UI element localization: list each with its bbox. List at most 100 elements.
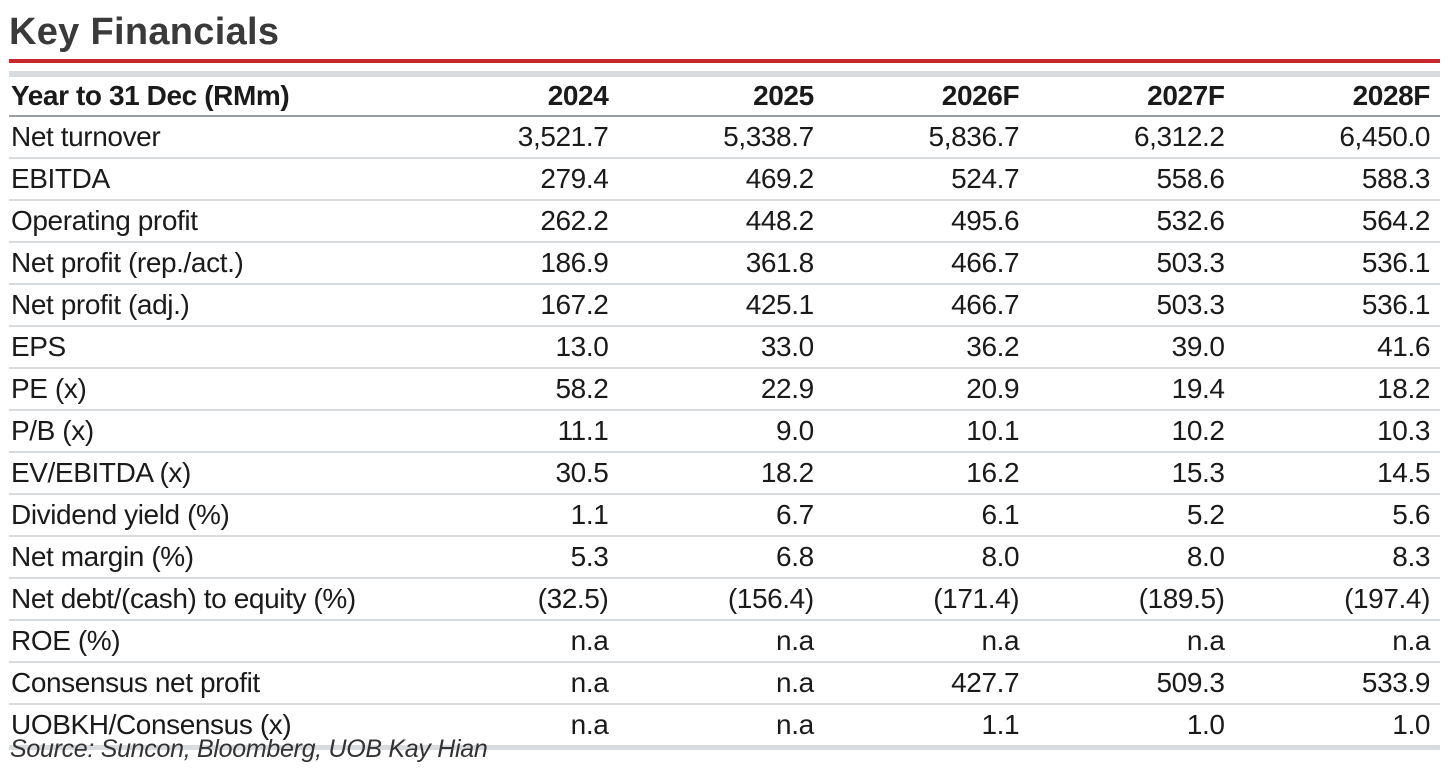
row-value: 8.0 (1029, 536, 1235, 579)
row-value: 1.0 (1234, 704, 1440, 750)
row-label: Net profit (rep./act.) (9, 242, 413, 285)
row-value: 8.3 (1234, 536, 1440, 579)
row-value: 15.3 (1029, 452, 1235, 495)
table-row: Net debt/(cash) to equity (%) (32.5) (156.… (9, 578, 1440, 621)
table-row: Net turnover 3,521.7 5,338.7 5,836.7 6,312.2… (9, 116, 1440, 159)
table-row: ROE (%) n.a n.a n.a n.a n.a (9, 620, 1440, 663)
table-row: Net profit (adj.) 167.2 425.1 466.7 503.3 536… (9, 284, 1440, 327)
row-value: 469.2 (618, 158, 824, 201)
row-label: EPS (9, 326, 413, 369)
row-value: 6,312.2 (1029, 116, 1235, 159)
row-value: n.a (1234, 620, 1440, 663)
row-value: 18.2 (1234, 368, 1440, 411)
header-period-label: Year to 31 Dec (RMm) (9, 77, 413, 117)
row-value: n.a (1029, 620, 1235, 663)
row-label: EV/EBITDA (x) (9, 452, 413, 495)
row-value: 3,521.7 (413, 116, 619, 159)
header-year-2028f: 2028F (1234, 77, 1440, 117)
row-value: 466.7 (823, 242, 1030, 285)
row-value: 1.1 (413, 494, 619, 537)
table-row: P/B (x) 11.1 9.0 10.1 10.2 10.3 (9, 410, 1440, 453)
row-value: 11.1 (413, 410, 619, 453)
row-value: (189.5) (1029, 578, 1235, 621)
table-row: PE (x) 58.2 22.9 20.9 19.4 18.2 (9, 368, 1440, 411)
row-value: 532.6 (1029, 200, 1235, 243)
row-value: 18.2 (618, 452, 824, 495)
row-value: 588.3 (1234, 158, 1440, 201)
row-value: n.a (823, 620, 1030, 663)
row-value: 361.8 (618, 242, 824, 285)
row-value: n.a (413, 620, 619, 663)
row-value: 262.2 (413, 200, 619, 243)
row-value: (197.4) (1234, 578, 1440, 621)
row-value: 13.0 (413, 326, 619, 369)
row-value: 1.1 (823, 704, 1030, 750)
row-value: 33.0 (618, 326, 824, 369)
source-note: Source: Suncon, Bloomberg, UOB Kay Hian (10, 735, 488, 763)
table-row: Net profit (rep./act.) 186.9 361.8 466.7 503… (9, 242, 1440, 285)
row-value: 503.3 (1029, 242, 1235, 285)
row-value: 6,450.0 (1234, 116, 1440, 159)
table-top-rule (9, 71, 1440, 77)
row-value: 6.8 (618, 536, 824, 579)
row-label: ROE (%) (9, 620, 413, 663)
row-label: PE (x) (9, 368, 413, 411)
row-value: 20.9 (823, 368, 1030, 411)
table-body: Net turnover 3,521.7 5,338.7 5,836.7 6,312.2… (9, 116, 1440, 750)
row-value: 10.3 (1234, 410, 1440, 453)
row-label: EBITDA (9, 158, 413, 201)
row-value: 167.2 (413, 284, 619, 327)
header-year-2024: 2024 (413, 77, 619, 117)
row-label: Net margin (%) (9, 536, 413, 579)
row-label: Net turnover (9, 116, 413, 159)
row-value: 5,836.7 (823, 116, 1030, 159)
row-value: 448.2 (618, 200, 824, 243)
row-label: P/B (x) (9, 410, 413, 453)
row-value: 36.2 (823, 326, 1030, 369)
row-value: 5,338.7 (618, 116, 824, 159)
row-value: 6.1 (823, 494, 1030, 537)
row-value: 558.6 (1029, 158, 1235, 201)
row-value: 509.3 (1029, 662, 1235, 705)
row-label: Net profit (adj.) (9, 284, 413, 327)
row-value: 524.7 (823, 158, 1030, 201)
table-row: EV/EBITDA (x) 30.5 18.2 16.2 15.3 14.5 (9, 452, 1440, 495)
table-row: Operating profit 262.2 448.2 495.6 532.6 564.… (9, 200, 1440, 243)
row-value: 279.4 (413, 158, 619, 201)
row-label: Consensus net profit (9, 662, 413, 705)
row-value: 536.1 (1234, 284, 1440, 327)
row-value: 466.7 (823, 284, 1030, 327)
table-header-row: Year to 31 Dec (RMm) 2024 2025 2026F 202… (9, 77, 1440, 117)
row-value: n.a (618, 662, 824, 705)
row-label: Dividend yield (%) (9, 494, 413, 537)
row-value: 536.1 (1234, 242, 1440, 285)
row-value: (156.4) (618, 578, 824, 621)
row-value: 58.2 (413, 368, 619, 411)
row-value: 533.9 (1234, 662, 1440, 705)
row-value: 41.6 (1234, 326, 1440, 369)
table-row: Net margin (%) 5.3 6.8 8.0 8.0 8.3 (9, 536, 1440, 579)
title-accent-rule (9, 59, 1440, 63)
row-value: 6.7 (618, 494, 824, 537)
page-title: Key Financials (9, 11, 280, 53)
row-value: 5.6 (1234, 494, 1440, 537)
row-value: 1.0 (1029, 704, 1235, 750)
header-year-2027f: 2027F (1029, 77, 1235, 117)
row-value: 186.9 (413, 242, 619, 285)
row-value: 10.2 (1029, 410, 1235, 453)
row-value: 14.5 (1234, 452, 1440, 495)
row-label: UOBKH/Consensus (x) (9, 704, 413, 750)
row-value: 9.0 (618, 410, 824, 453)
row-value: (171.4) (823, 578, 1030, 621)
row-value: 16.2 (823, 452, 1030, 495)
table-row: UOBKH/Consensus (x) n.a n.a 1.1 1.0 1.0 (9, 704, 1440, 750)
table-row: EBITDA 279.4 469.2 524.7 558.6 588.3 (9, 158, 1440, 201)
row-value: 503.3 (1029, 284, 1235, 327)
row-label: Operating profit (9, 200, 413, 243)
row-value: 10.1 (823, 410, 1030, 453)
row-value: n.a (618, 704, 824, 750)
row-value: 8.0 (823, 536, 1030, 579)
key-financials-table: Year to 31 Dec (RMm) 2024 2025 2026F 202… (9, 77, 1440, 750)
table-row: Consensus net profit n.a n.a 427.7 509.3 533.… (9, 662, 1440, 705)
header-year-2025: 2025 (618, 77, 824, 117)
